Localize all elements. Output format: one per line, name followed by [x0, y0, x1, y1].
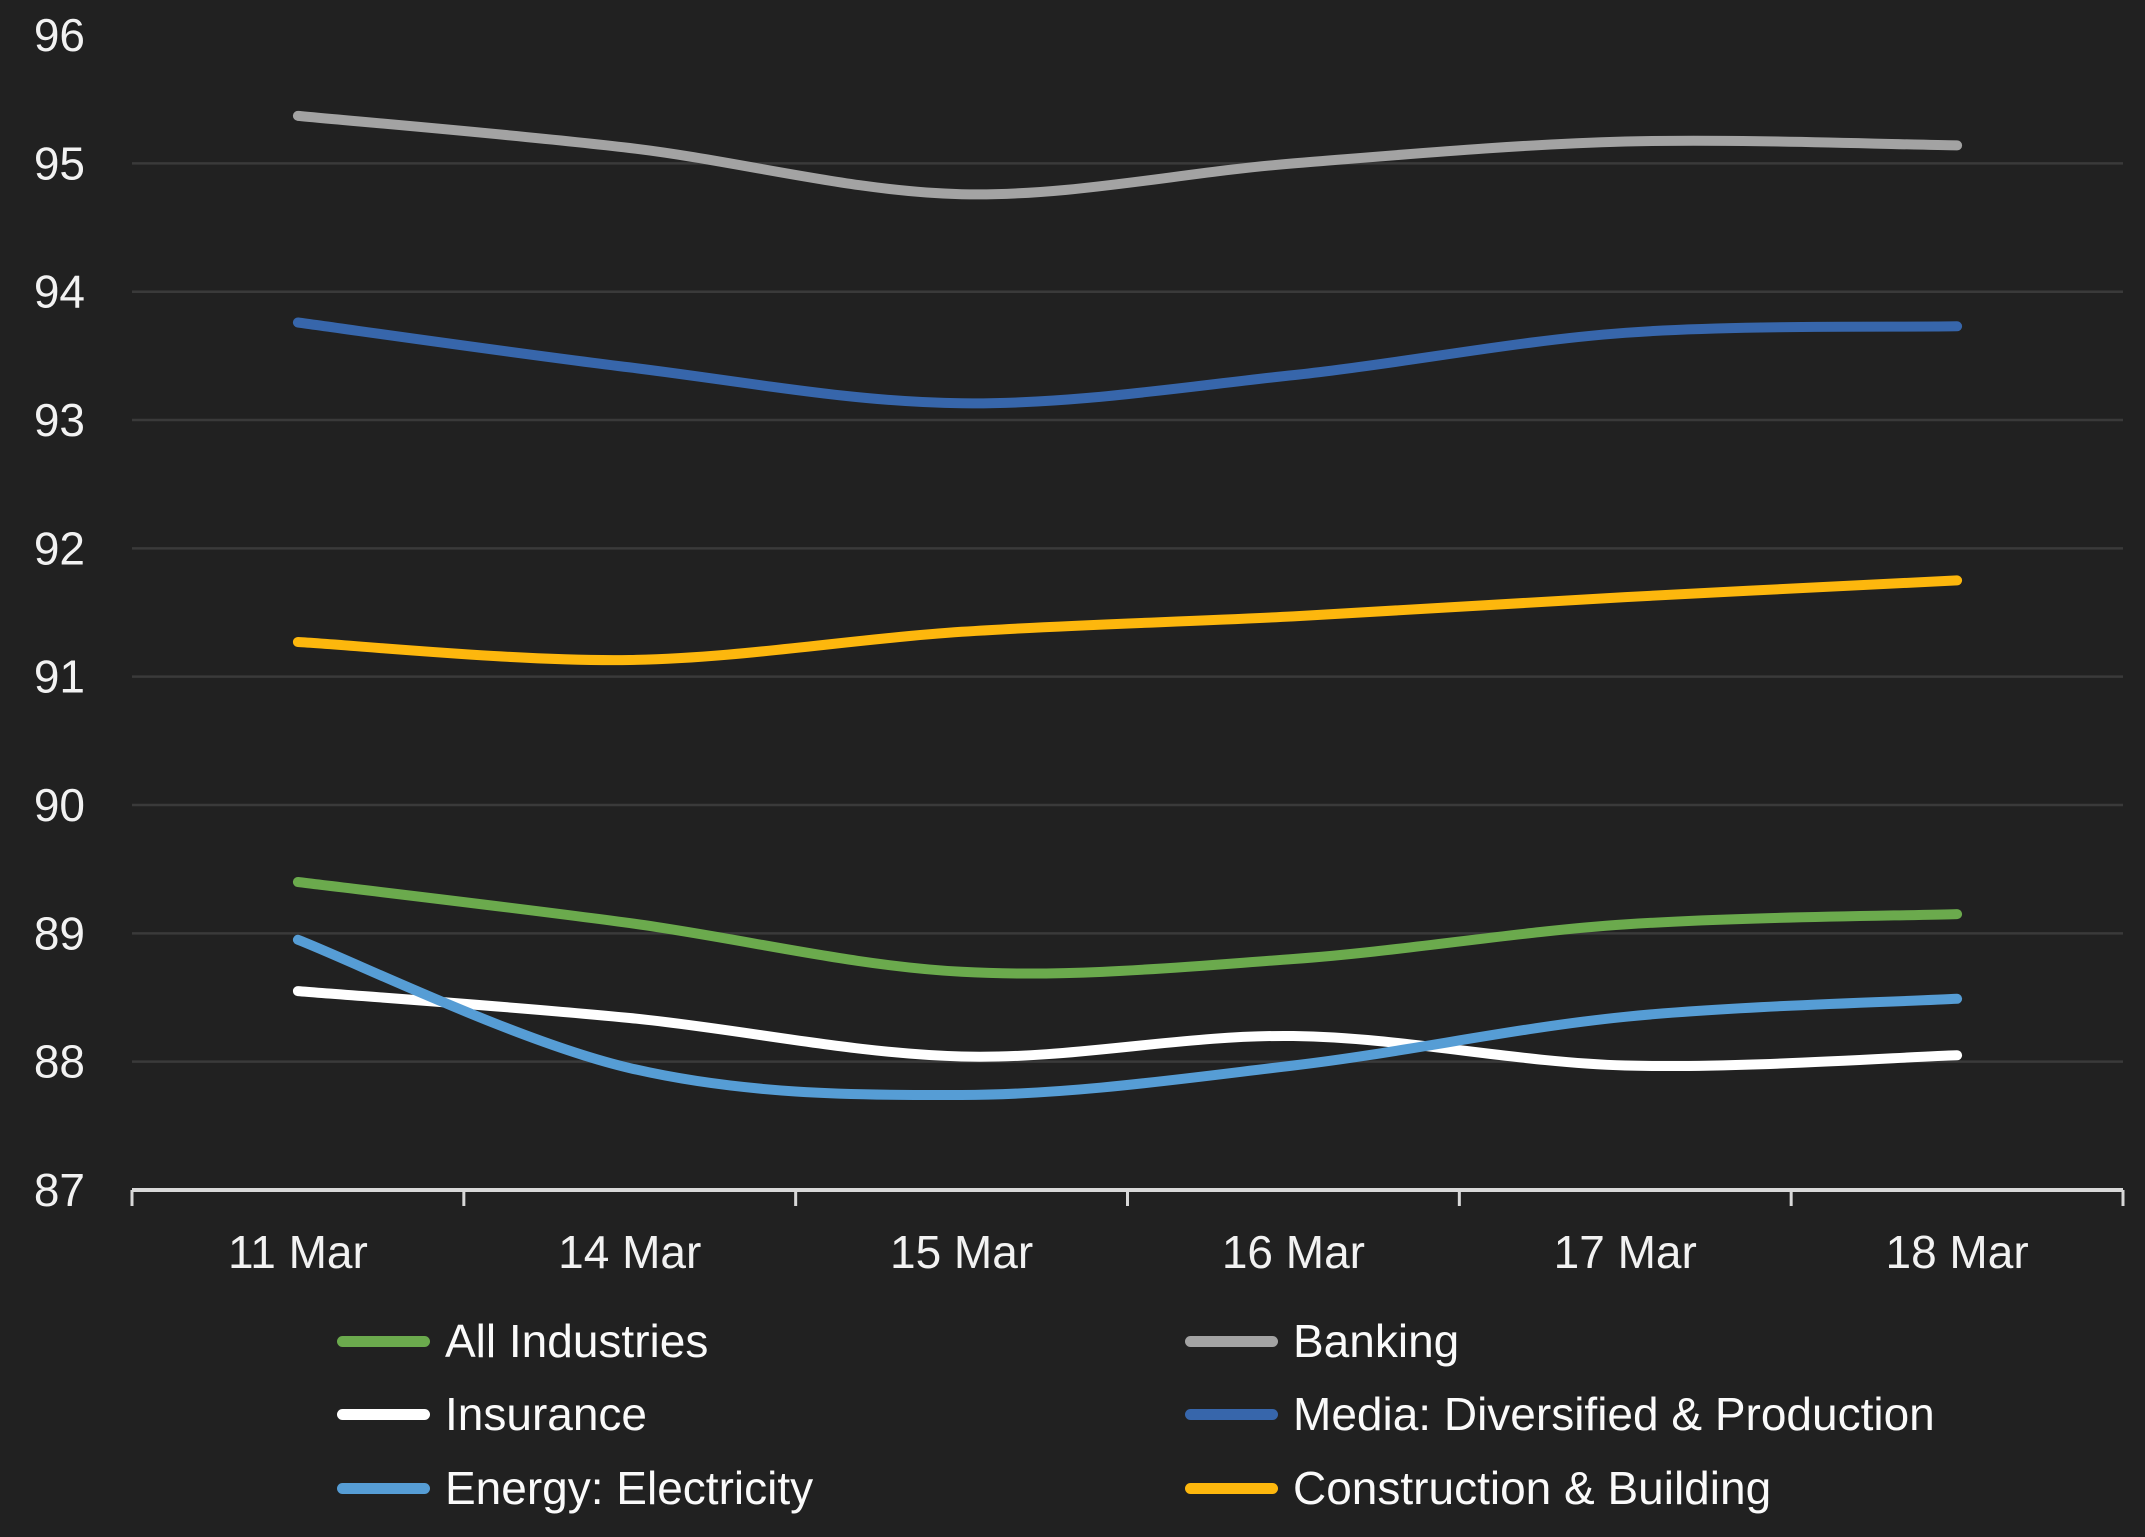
legend-swatch-energy-electricity — [337, 1482, 430, 1494]
y-axis-label-89: 89 — [34, 907, 85, 959]
y-axis-label-96: 96 — [34, 9, 85, 61]
legend-swatch-banking — [1185, 1335, 1278, 1347]
legend-label-banking: Banking — [1293, 1315, 1460, 1367]
legend-label-media-diversified-production: Media: Diversified & Production — [1293, 1388, 1935, 1440]
x-axis-label-17-mar: 17 Mar — [1554, 1226, 1697, 1278]
series-line-energy-electricity — [292, 934, 1963, 1101]
y-axis-label-90: 90 — [34, 779, 85, 831]
x-axis-label-11-mar: 11 Mar — [228, 1226, 368, 1278]
y-axis-label-94: 94 — [34, 266, 85, 318]
legend-label-all-industries: All Industries — [445, 1315, 709, 1367]
legend-swatch-all-industries — [337, 1335, 430, 1347]
legend-item-media-diversified-production[interactable]: Media: Diversified & Production — [1185, 1391, 1935, 1437]
legend-item-banking[interactable]: Banking — [1185, 1318, 1459, 1364]
y-axis-label-93: 93 — [34, 394, 85, 446]
series-line-media-diversified-production — [292, 317, 1963, 409]
legend-swatch-insurance — [337, 1408, 430, 1420]
x-axis-label-16-mar: 16 Mar — [1222, 1226, 1365, 1278]
x-axis-label-14-mar: 14 Mar — [558, 1226, 701, 1278]
legend-label-insurance: Insurance — [445, 1388, 648, 1440]
legend-item-all-industries[interactable]: All Industries — [337, 1318, 708, 1364]
y-axis-label-91: 91 — [34, 651, 85, 703]
y-axis-label-87: 87 — [34, 1164, 85, 1216]
series-line-banking — [292, 110, 1963, 200]
legend-label-construction-building: Construction & Building — [1293, 1462, 1772, 1514]
y-axis-label-92: 92 — [34, 522, 85, 574]
legend-item-energy-electricity[interactable]: Energy: Electricity — [337, 1465, 813, 1511]
y-axis-label-95: 95 — [34, 137, 85, 189]
x-axis-label-18-mar: 18 Mar — [1885, 1226, 2028, 1278]
y-axis-label-88: 88 — [34, 1036, 85, 1088]
series-line-insurance — [292, 986, 1963, 1072]
legend-swatch-media-diversified-production — [1185, 1408, 1278, 1420]
legend-swatch-construction-building — [1185, 1482, 1278, 1494]
series-line-construction-building — [292, 575, 1963, 666]
legend-item-construction-building[interactable]: Construction & Building — [1185, 1465, 1771, 1511]
x-axis-label-15-mar: 15 Mar — [890, 1226, 1033, 1278]
series-line-all-industries — [292, 877, 1963, 979]
legend-item-insurance[interactable]: Insurance — [337, 1391, 647, 1437]
legend-label-energy-electricity: Energy: Electricity — [445, 1462, 814, 1514]
